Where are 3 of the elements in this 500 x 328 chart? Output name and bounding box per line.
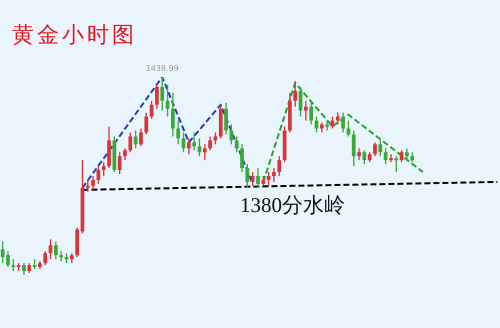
text: 1438.99 [146,64,179,73]
chart-title: 黄金小时图 [12,21,137,49]
annotation: 1380分水岭 [240,193,345,217]
